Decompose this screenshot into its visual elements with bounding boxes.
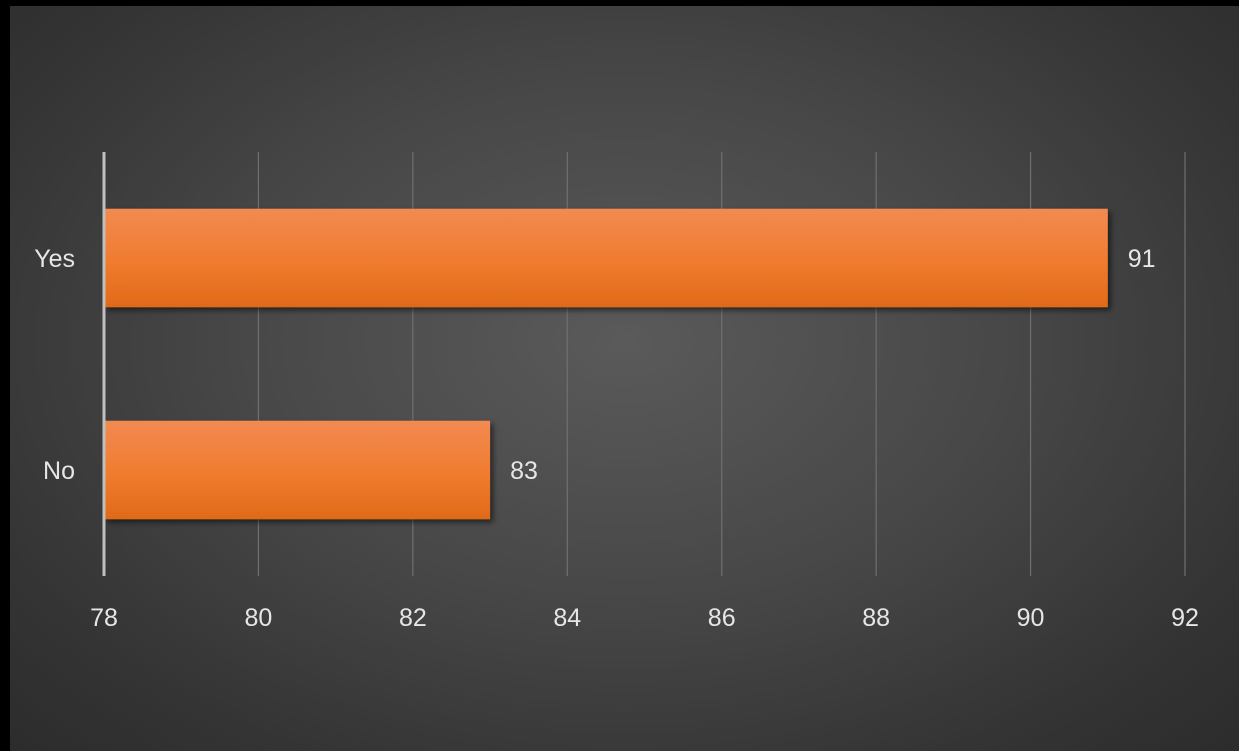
x-tick-label-86: 86	[708, 604, 736, 632]
bar-yes	[104, 208, 1108, 308]
bar-no	[104, 420, 491, 520]
x-tick-label-82: 82	[399, 604, 427, 632]
category-label-no: No	[43, 457, 75, 485]
x-tick-label-92: 92	[1171, 604, 1199, 632]
data-label-no: 83	[510, 457, 538, 485]
data-labels: 91 83	[510, 245, 1156, 485]
x-tick-label-84: 84	[553, 604, 581, 632]
bar-chart: 78 80 82 84 86 88 90 92 Yes No 91 83	[34, 152, 1199, 632]
category-label-yes: Yes	[34, 245, 75, 273]
chart-frame: 78 80 82 84 86 88 90 92 Yes No 91 83	[10, 6, 1239, 751]
data-label-yes: 91	[1128, 245, 1156, 273]
x-tick-label-90: 90	[1017, 604, 1045, 632]
x-tick-labels: 78 80 82 84 86 88 90 92	[90, 604, 1199, 632]
x-tick-label-78: 78	[90, 604, 118, 632]
category-labels: Yes No	[34, 245, 75, 485]
x-tick-label-88: 88	[862, 604, 890, 632]
x-tick-label-80: 80	[245, 604, 273, 632]
bars	[104, 208, 1108, 520]
